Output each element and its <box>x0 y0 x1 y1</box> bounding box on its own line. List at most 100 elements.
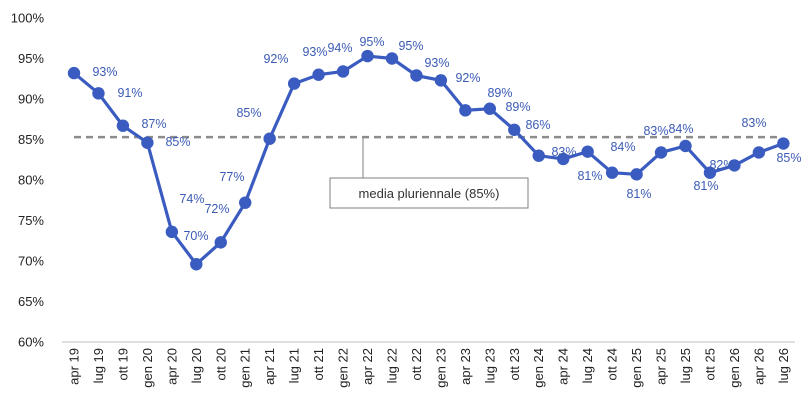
y-tick-label: 85% <box>18 132 44 147</box>
data-point <box>728 159 741 172</box>
data-label: 89% <box>505 100 530 114</box>
x-tick-label: gen 24 <box>531 348 546 388</box>
x-tick-label: gen 20 <box>140 348 155 388</box>
x-tick-label: ott 24 <box>605 348 620 381</box>
data-label: 81% <box>693 179 718 193</box>
data-point <box>385 52 399 65</box>
series-line <box>72 54 784 266</box>
data-label: 95% <box>398 39 423 53</box>
y-tick-label: 80% <box>18 173 44 188</box>
x-tick-label: gen 21 <box>238 348 253 388</box>
data-label: 83% <box>643 124 668 138</box>
x-tick-label: apr 21 <box>262 348 277 385</box>
y-tick-label: 100% <box>11 11 45 26</box>
y-tick-label: 65% <box>18 294 44 309</box>
x-tick-label: ott 22 <box>409 348 424 381</box>
annotation-box <box>329 177 529 209</box>
data-point <box>434 74 448 87</box>
data-point <box>214 236 227 249</box>
x-tick-label: apr 20 <box>164 348 179 385</box>
data-label: 70% <box>183 229 208 243</box>
x-tick-label: gen 23 <box>433 348 448 388</box>
x-tick-label: lug 20 <box>189 348 204 383</box>
data-label: 93% <box>424 56 449 70</box>
data-point <box>92 87 105 100</box>
x-tick-label: apr 22 <box>360 348 375 385</box>
y-axis: 60% 65% 70% 75% 80% 85% 90% 95% 100% <box>11 11 45 350</box>
data-label: 85% <box>776 151 801 165</box>
x-tick-label: lug 25 <box>678 348 693 383</box>
data-point <box>336 65 350 78</box>
data-labels: 93%91%87%85%70%72%77%85%92% 93% 94% 95% 95%9… <box>92 35 801 243</box>
data-point <box>508 123 521 136</box>
x-tick-label: lug 22 <box>384 348 399 383</box>
data-label: 81% <box>577 169 602 183</box>
data-point <box>190 258 203 271</box>
x-tick-label: lug 24 <box>580 348 595 383</box>
x-tick-label: apr 25 <box>654 348 669 385</box>
data-point <box>483 102 497 115</box>
y-tick-label: 95% <box>18 51 44 66</box>
data-point <box>410 69 423 82</box>
data-label: 86% <box>525 118 550 132</box>
average-annotation: media pluriennale (85%) <box>329 138 529 209</box>
annotation-text: media pluriennale (85%) <box>359 186 500 201</box>
y-tick-label: 90% <box>18 92 44 107</box>
data-label: 77% <box>219 170 244 184</box>
x-tick-label: apr 19 <box>67 348 82 385</box>
data-label: 83% <box>741 116 766 130</box>
x-tick-label: ott 21 <box>311 348 326 381</box>
data-points <box>67 49 790 271</box>
data-label: 85% <box>236 106 261 120</box>
data-label: 72% <box>204 202 229 216</box>
data-point <box>312 68 325 81</box>
x-tick-label: lug 23 <box>482 348 497 383</box>
x-tick-label: lug 21 <box>287 348 302 383</box>
data-point <box>630 168 643 181</box>
data-label: 85% <box>165 135 190 149</box>
x-tick-label: apr 23 <box>458 348 473 385</box>
data-point <box>67 66 81 80</box>
data-label: 93% <box>302 45 327 59</box>
data-label: 82% <box>709 158 734 172</box>
data-label: 87% <box>141 117 166 131</box>
data-point <box>752 146 766 159</box>
data-label: 94% <box>327 41 352 55</box>
x-tick-label: gen 22 <box>336 348 351 388</box>
x-tick-label: ott 23 <box>507 348 522 381</box>
x-tick-label: gen 25 <box>629 348 644 388</box>
data-point <box>141 136 154 149</box>
data-point <box>532 149 545 162</box>
x-tick-label: apr 26 <box>751 348 766 385</box>
data-point <box>654 146 668 159</box>
data-label: 84% <box>668 122 693 136</box>
x-tick-label: ott 20 <box>213 348 228 381</box>
data-point <box>557 152 570 166</box>
data-point <box>361 49 374 63</box>
data-point <box>116 119 130 132</box>
data-point <box>777 137 790 150</box>
data-label: 84% <box>610 140 635 154</box>
x-axis: apr 19 lug 19 ott 19 gen 20 apr 20 lug 20 ott … <box>67 348 791 388</box>
data-point <box>165 225 179 239</box>
data-point <box>703 166 717 179</box>
x-tick-label: gen 26 <box>727 348 742 388</box>
x-tick-label: ott 25 <box>702 348 717 381</box>
data-label: 92% <box>263 52 288 66</box>
y-tick-label: 70% <box>18 254 44 269</box>
data-label: 92% <box>455 71 480 85</box>
data-label: 89% <box>487 86 512 100</box>
x-tick-label: lug 19 <box>91 348 106 383</box>
y-tick-label: 60% <box>18 335 44 350</box>
data-label: 83% <box>551 145 576 159</box>
x-tick-label: lug 26 <box>776 348 791 383</box>
data-label: 93% <box>92 65 117 79</box>
data-point <box>287 77 301 90</box>
data-label: 91% <box>117 86 142 100</box>
data-label: 81% <box>626 187 651 201</box>
y-tick-label: 75% <box>18 213 44 228</box>
data-label: 74% <box>179 192 204 206</box>
data-point <box>581 145 594 158</box>
data-point <box>679 139 692 153</box>
